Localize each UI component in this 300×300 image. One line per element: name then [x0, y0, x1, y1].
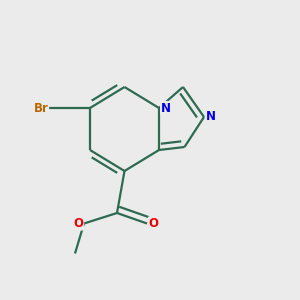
- Text: O: O: [74, 217, 84, 230]
- Text: N: N: [206, 110, 216, 124]
- Text: O: O: [148, 217, 159, 230]
- Text: Br: Br: [34, 101, 49, 115]
- Text: N: N: [160, 101, 171, 115]
